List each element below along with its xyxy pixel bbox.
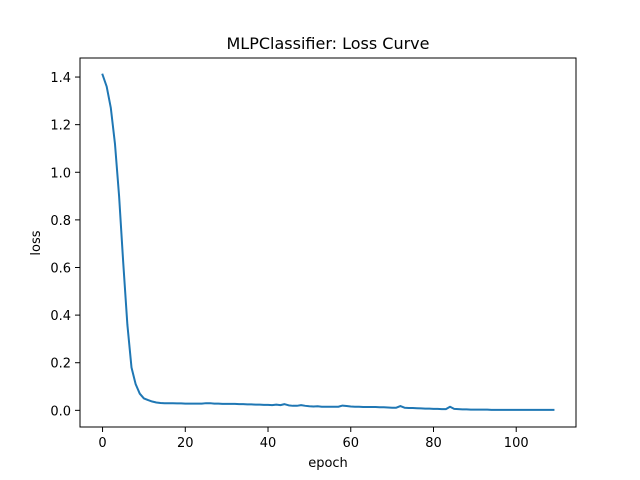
x-tick-label: 0 bbox=[98, 436, 106, 451]
series-line-0 bbox=[101, 73, 555, 411]
y-tick-label: 0.8 bbox=[50, 214, 71, 229]
y-axis-label: loss bbox=[29, 230, 44, 255]
y-tick-label: 0.2 bbox=[50, 357, 71, 372]
y-tick-label: 0.4 bbox=[50, 309, 71, 324]
y-tick-label: 1.2 bbox=[50, 119, 71, 134]
plot-frame bbox=[79, 57, 577, 428]
y-tick-label: 1.0 bbox=[50, 166, 71, 181]
x-tick-label: 60 bbox=[342, 436, 359, 451]
y-tick-label: 1.4 bbox=[50, 71, 71, 86]
x-tick-label: 80 bbox=[425, 436, 442, 451]
x-tick-label: 40 bbox=[260, 436, 277, 451]
chart-title: MLPClassifier: Loss Curve bbox=[227, 34, 430, 53]
y-tick-label: 0.0 bbox=[50, 404, 71, 419]
y-tick-label: 0.6 bbox=[50, 261, 71, 276]
x-axis-label: epoch bbox=[308, 456, 348, 471]
y-axis: 0.0 0.2 0.4 0.6 0.8 1.0 1.2 1.4 bbox=[50, 71, 80, 419]
plot-area bbox=[101, 73, 555, 411]
x-tick-label: 100 bbox=[504, 436, 529, 451]
x-tick-label: 20 bbox=[177, 436, 194, 451]
x-axis: 0 20 40 60 80 100 bbox=[98, 427, 529, 451]
